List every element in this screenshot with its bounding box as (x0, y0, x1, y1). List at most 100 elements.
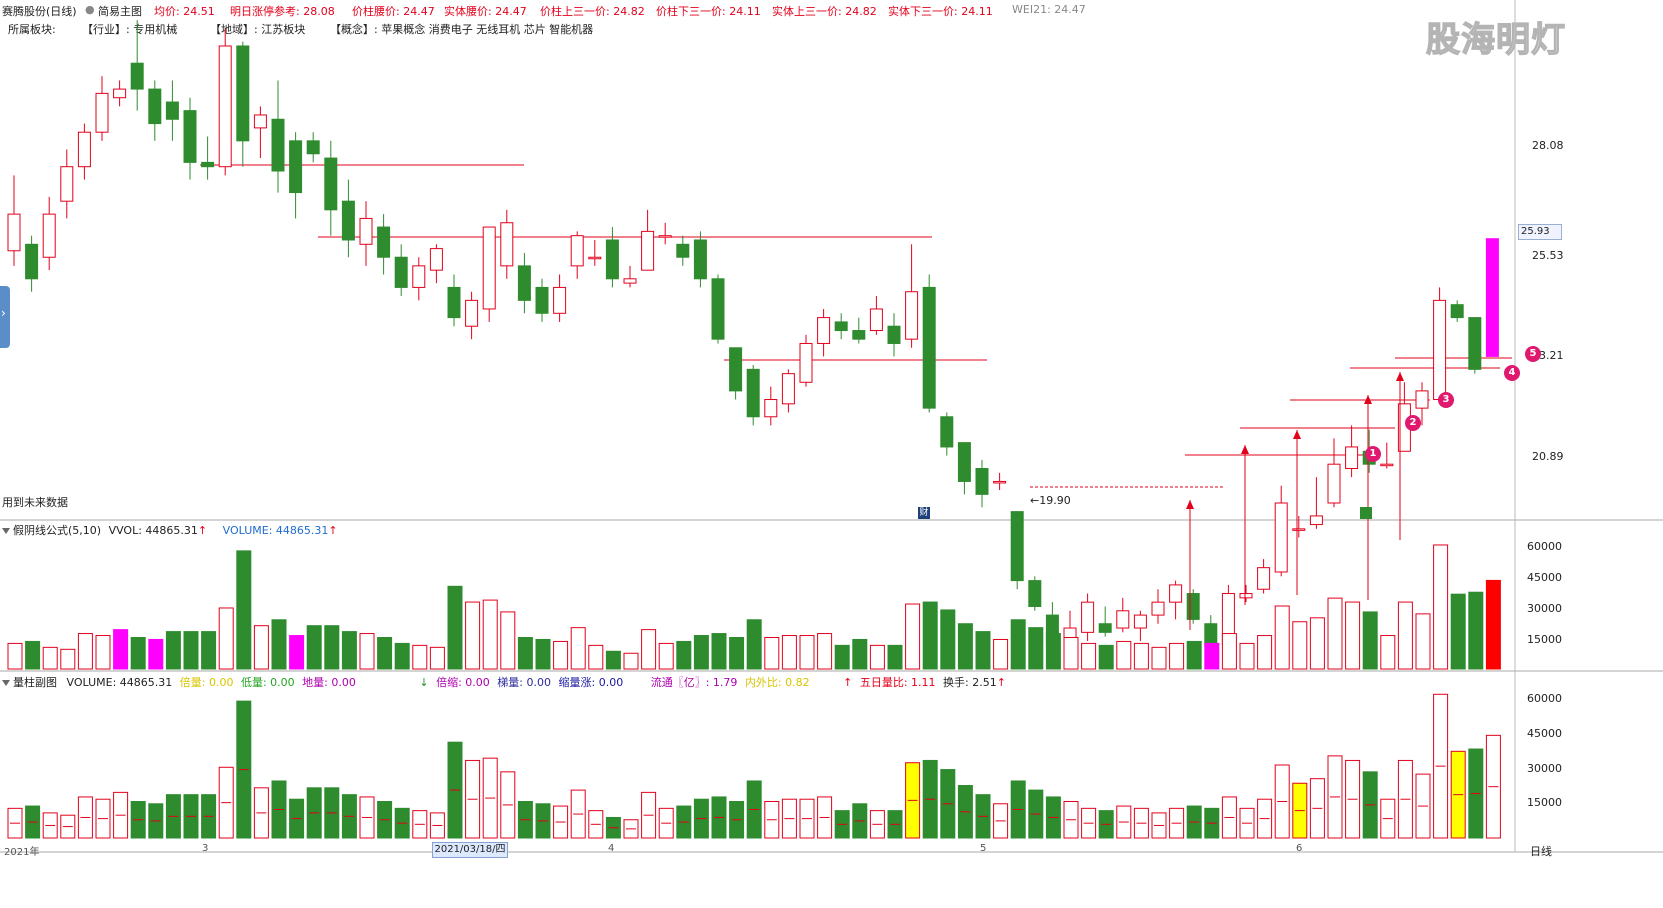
chart-mode[interactable]: 简易主图 (98, 5, 142, 18)
candle-body (1239, 593, 1253, 599)
concept-label[interactable]: 【概念】: 苹果概念 消费电子 无线耳机 芯片 智能机器 (330, 23, 594, 36)
volume-bar (922, 601, 938, 670)
current-price-box: 25.93 (1518, 224, 1562, 240)
volume-bar (1485, 579, 1501, 670)
volume-bar (482, 599, 498, 670)
candle-body (1028, 580, 1042, 607)
watermark-logo: 股海明灯 (1425, 19, 1566, 60)
volume-bar (781, 635, 797, 670)
volume-bar (1257, 635, 1273, 670)
vol2-tick-1: 60000 (1527, 692, 1562, 705)
candle-body (817, 317, 831, 344)
candle-body (1433, 299, 1447, 401)
stock-title[interactable]: 赛腾股份(日线) (2, 5, 77, 18)
volume-bar (1133, 642, 1149, 670)
collapse-icon-2[interactable] (2, 680, 10, 686)
volume-bar (852, 638, 868, 670)
volume-bar (1098, 644, 1114, 670)
volume-bar (1045, 633, 1061, 670)
candle-body (148, 88, 162, 125)
vol1-tick-4: 15000 (1527, 633, 1562, 646)
volume-bar (289, 635, 305, 670)
volume-bar (500, 611, 516, 670)
price-tick-1: 28.08 (1532, 139, 1564, 152)
volume-bar (1327, 597, 1343, 670)
region-label[interactable]: 【地域】: 江苏板块 (210, 23, 306, 36)
volume-bar (588, 644, 604, 670)
sector-label: 所属板块: (8, 23, 56, 36)
candle-body (799, 342, 813, 383)
candle-body (324, 157, 338, 211)
volume-bar (253, 625, 269, 670)
candle-body (201, 161, 215, 168)
candle-body (289, 140, 303, 194)
candle-body (306, 140, 320, 155)
candle-body (1415, 390, 1429, 409)
volume-bar (1380, 635, 1396, 670)
vol2-tick-4: 15000 (1527, 796, 1562, 809)
avg-price: 均价: 24.51 (154, 5, 215, 18)
candle-body (359, 217, 373, 245)
finance-marker-2[interactable] (1360, 507, 1372, 519)
volume-bar (1309, 617, 1325, 670)
volume-bar (359, 633, 375, 670)
candle-body (1327, 463, 1341, 504)
candle-body (1151, 601, 1165, 616)
volume-bar (324, 625, 340, 670)
candle-body (1468, 317, 1482, 370)
sub-panel-title: 量柱副图 VOLUME: 44865.31 倍量: 0.00 低量: 0.00 … (2, 674, 1006, 690)
finance-marker[interactable]: 财 (918, 507, 930, 519)
candle-body (447, 286, 461, 319)
volume-bar (905, 603, 921, 670)
signal-arrow-head (1186, 500, 1194, 509)
candle-body (922, 286, 936, 409)
volume-bar (148, 638, 164, 670)
volume-bar (869, 644, 885, 670)
volume-bar (535, 638, 551, 670)
vol1-tick-2: 45000 (1527, 571, 1562, 584)
volume-bar (218, 607, 234, 670)
volume-bar (1028, 627, 1044, 670)
candle-body (1309, 515, 1323, 526)
candle-body (1380, 463, 1394, 467)
candle-body (95, 92, 109, 133)
chart-mode-icon[interactable]: ● (85, 3, 95, 16)
candle-body (130, 62, 144, 90)
candle-body (1204, 623, 1218, 646)
candle-body (1098, 623, 1112, 633)
candle-body (834, 321, 848, 332)
period-button[interactable]: 日线 (1530, 845, 1552, 858)
volume-bar (799, 635, 815, 670)
volume-bar (1239, 642, 1255, 670)
volume-bar (693, 635, 709, 670)
volume-bar (1010, 619, 1026, 670)
candle-body (993, 480, 1007, 484)
annotation-4: 4 (1504, 365, 1520, 381)
volume-bar (641, 629, 657, 670)
industry-label[interactable]: 【行业】: 专用机械 (82, 23, 178, 36)
volume-bar (60, 648, 76, 670)
candle-body (676, 243, 690, 258)
volume-bar (394, 642, 410, 670)
candle-body (975, 468, 989, 495)
volume-bar (517, 637, 533, 670)
volume-bar (447, 585, 463, 670)
candle-body (1292, 528, 1306, 531)
future-data-note: 用到未来数据 (2, 496, 68, 509)
volume-bar (1468, 591, 1484, 670)
collapse-icon[interactable] (2, 528, 10, 534)
candle-body (535, 286, 549, 314)
candle-body (729, 347, 743, 392)
signal-arrow-head (1241, 445, 1249, 454)
volume-bar (25, 640, 41, 670)
body-upper-third: 实体上三一价: 24.82 (772, 5, 877, 18)
vol-panel-title: 假阴线公式(5,10) VVOL: 44865.31↑ VOLUME: 4486… (2, 522, 338, 538)
vol2-tick-3: 30000 (1527, 762, 1562, 775)
candle-body (1485, 238, 1499, 357)
side-expand-tab[interactable] (0, 286, 10, 348)
vol2-tick-2: 45000 (1527, 727, 1562, 740)
volume-bar (1204, 642, 1220, 670)
volume-bar (1063, 637, 1079, 670)
next-limit-price: 明日涨停参考: 28.08 (230, 5, 335, 18)
